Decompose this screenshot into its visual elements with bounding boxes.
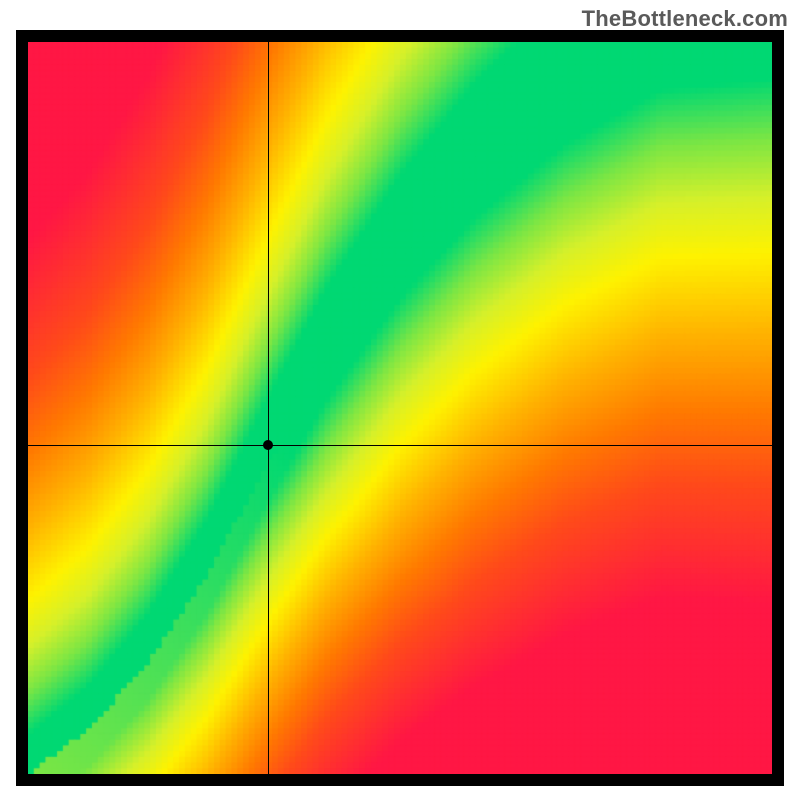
- figure-root: TheBottleneck.com: [0, 0, 800, 800]
- plot-area: [28, 42, 772, 774]
- heatmap: [28, 42, 772, 774]
- plot-frame: [16, 30, 784, 786]
- watermark-text: TheBottleneck.com: [582, 6, 788, 32]
